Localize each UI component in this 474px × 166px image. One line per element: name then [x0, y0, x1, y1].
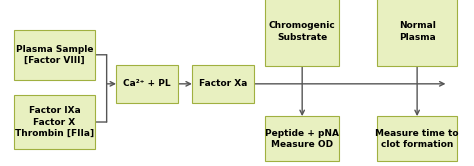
Text: Chromogenic
Substrate: Chromogenic Substrate	[269, 21, 336, 42]
FancyBboxPatch shape	[14, 30, 95, 80]
FancyBboxPatch shape	[265, 116, 339, 161]
FancyBboxPatch shape	[116, 65, 178, 103]
FancyBboxPatch shape	[377, 116, 457, 161]
FancyBboxPatch shape	[265, 0, 339, 66]
Text: Ca²⁺ + PL: Ca²⁺ + PL	[123, 79, 171, 88]
FancyBboxPatch shape	[14, 95, 95, 149]
Text: Measure time to
clot formation: Measure time to clot formation	[375, 128, 459, 149]
Text: Factor IXa
Factor X
Thrombin [FIIa]: Factor IXa Factor X Thrombin [FIIa]	[15, 106, 94, 138]
Text: Factor Xa: Factor Xa	[199, 79, 247, 88]
FancyBboxPatch shape	[377, 0, 457, 66]
Text: Normal
Plasma: Normal Plasma	[399, 21, 436, 42]
FancyBboxPatch shape	[192, 65, 254, 103]
Text: Plasma Sample
[Factor VIII]: Plasma Sample [Factor VIII]	[16, 45, 93, 65]
Text: Peptide + pNA
Measure OD: Peptide + pNA Measure OD	[265, 128, 339, 149]
